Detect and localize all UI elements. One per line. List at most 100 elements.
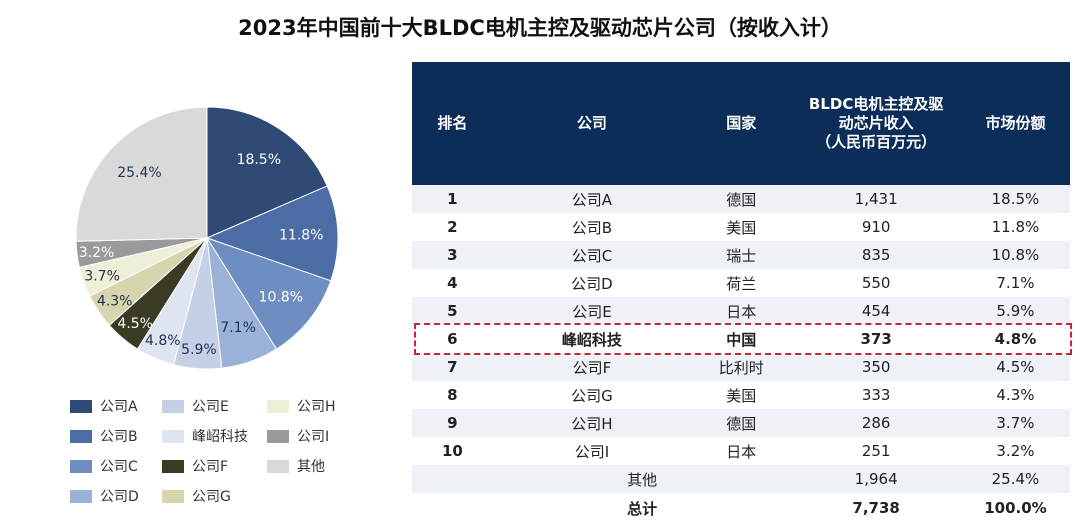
table-header: 排名 公司 国家 BLDC电机主控及驱 动芯片收入 （人民币百万元） 市场份额: [412, 62, 1070, 185]
legend-label: 公司D: [100, 489, 139, 505]
table-row: 1 公司A 德国 1,431 18.5%: [412, 185, 1070, 213]
cell-share: 10.8%: [960, 241, 1070, 269]
legend: 公司A 公司E 公司H 公司B 峰岹科技 公司I 公司C 公司F 其他公司D 公司G: [70, 396, 357, 506]
table-row: 7 公司F 比利时 350 4.5%: [412, 353, 1070, 381]
legend-item: 公司H: [267, 396, 357, 416]
cell-revenue: 835: [791, 241, 961, 269]
pie-slice-2: [205, 237, 332, 350]
cell-revenue: 333: [861, 386, 891, 404]
legend-swatch: [267, 459, 289, 473]
cell-country: 德国: [691, 185, 792, 213]
pie-label-4: 5.9%: [181, 342, 217, 358]
pie-label-6: 4.5%: [117, 316, 153, 332]
header-rank: 排名: [412, 62, 493, 185]
pie-label-2: 10.8%: [259, 290, 303, 306]
cell-share: 25.4%: [960, 465, 1070, 493]
legend-label: 公司A: [100, 399, 138, 415]
legend-item: 其他: [267, 456, 357, 476]
legend-label: 其他: [297, 459, 325, 475]
pie-label-9: 3.2%: [79, 245, 115, 261]
legend-item: 公司B: [70, 426, 162, 446]
cell-share: 3.7%: [960, 409, 1070, 437]
cell-country: 荷兰: [726, 274, 757, 293]
cell-revenue: 910: [861, 218, 891, 236]
cell-empty: [412, 493, 493, 523]
legend-swatch: [70, 429, 92, 443]
table-row: 8 公司G 美国 333 4.3%: [412, 381, 1070, 409]
table-row: 2 公司B 美国 910 11.8%: [412, 213, 1070, 241]
legend-item: 公司F: [162, 456, 267, 476]
legend-swatch: [70, 399, 92, 413]
pie-label-8: 3.7%: [84, 268, 120, 284]
cell-rank: 9: [412, 409, 493, 437]
legend-swatch: [267, 429, 289, 443]
legend-swatch: [162, 489, 184, 503]
legend-swatch: [162, 429, 184, 443]
legend-item: 峰岹科技: [162, 426, 267, 446]
legend-label: 公司G: [192, 489, 231, 505]
legend-swatch: [267, 399, 289, 413]
legend-label: 公司H: [297, 399, 336, 415]
legend-item: 公司E: [162, 396, 267, 416]
cell-revenue: 373: [860, 330, 892, 348]
cell-country: 瑞士: [691, 241, 792, 269]
cell-country: 日本: [726, 442, 757, 461]
cell-revenue: 251: [861, 442, 891, 460]
legend-item: 公司A: [70, 396, 162, 416]
pie-chart: 18.5% 11.8% 10.8%7.1%5.9%4.8%4.5% 4.3% 3.7% 3…: [75, 106, 339, 370]
pie-label-0: 18.5%: [237, 152, 281, 168]
legend-label: 公司I: [297, 429, 330, 445]
cell-empty: [412, 465, 493, 493]
cell-rank: 1: [412, 185, 493, 213]
cell-country: 中国: [726, 330, 757, 349]
table-row: 5 公司E 日本 454 5.9%: [412, 297, 1070, 325]
legend-item: 公司C: [70, 456, 162, 476]
pie-slice-10: [75, 106, 208, 242]
cell-company: 公司E: [492, 297, 692, 325]
cell-share: 11.8%: [991, 218, 1040, 236]
legend-label: 公司C: [100, 459, 138, 475]
ranking-table: 排名 公司 国家 BLDC电机主控及驱 动芯片收入 （人民币百万元） 市场份额 …: [412, 62, 1070, 523]
cell-rank: 4: [447, 274, 458, 292]
cell-share: 18.5%: [960, 185, 1070, 213]
pie-label-7: 4.3%: [97, 293, 133, 309]
cell-rank: 10: [441, 442, 463, 460]
cell-revenue: 1,964: [791, 465, 961, 493]
cell-share: 100.0%: [984, 499, 1047, 517]
table-row: 4 公司D 荷兰 550 7.1%: [412, 269, 1070, 297]
cell-rank: 7: [412, 353, 493, 381]
chart-title: 2023年中国前十大BLDC电机主控及驱动芯片公司（按收入计）: [238, 16, 842, 40]
legend-item: 公司G: [162, 486, 267, 506]
header-country: 国家: [691, 62, 792, 185]
header-share: 市场份额: [960, 62, 1070, 185]
cell-revenue: 1,431: [791, 185, 961, 213]
pie-label-10: 25.4%: [117, 165, 161, 181]
pie-label-3: 7.1%: [220, 320, 256, 336]
cell-revenue: 350: [791, 353, 961, 381]
header-company: 公司: [492, 62, 692, 185]
legend-item: 公司D: [70, 486, 162, 506]
legend-label: 公司B: [100, 429, 138, 445]
cell-rank: 3: [412, 241, 493, 269]
cell-share: 3.2%: [996, 442, 1035, 460]
pie-slice-1: [205, 185, 339, 282]
legend-swatch: [162, 459, 184, 473]
table-row: 10 公司I 日本 251 3.2%: [412, 437, 1070, 465]
cell-share: 5.9%: [960, 297, 1070, 325]
pie-label-5: 4.8%: [145, 333, 181, 349]
cell-label: 总计: [627, 499, 658, 518]
legend-label: 公司F: [192, 459, 229, 475]
cell-company: 公司F: [492, 353, 692, 381]
cell-country: 德国: [691, 409, 792, 437]
legend-item: 公司I: [267, 426, 357, 446]
cell-rank: 2: [447, 218, 458, 236]
cell-revenue: 550: [861, 274, 891, 292]
cell-country: 美国: [726, 386, 757, 405]
cell-share: 4.3%: [996, 386, 1035, 404]
cell-rank: 5: [412, 297, 493, 325]
cell-company: 公司D: [571, 274, 613, 293]
legend-label: 峰岹科技: [192, 429, 248, 445]
cell-revenue: 286: [791, 409, 961, 437]
cell-company: 公司B: [571, 218, 613, 237]
table-row: 9 公司H 德国 286 3.7%: [412, 409, 1070, 437]
